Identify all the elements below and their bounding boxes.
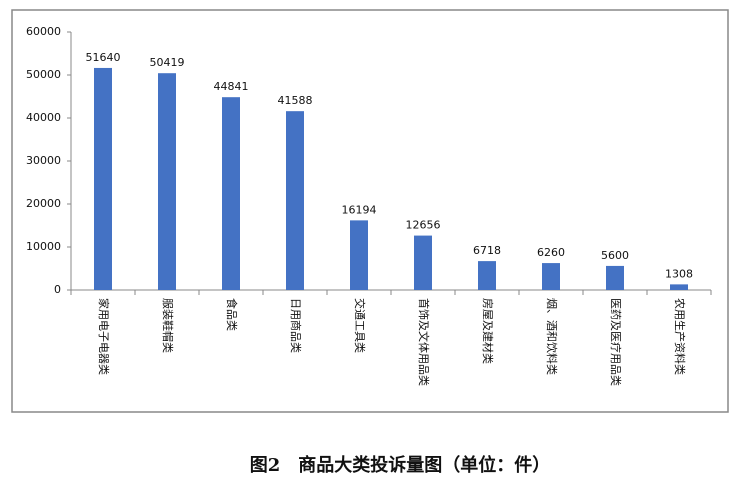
y-tick-label: 20000 [26, 197, 61, 210]
x-tick-label: 烟、酒和饮料类 [545, 298, 559, 375]
y-tick-label: 10000 [26, 240, 61, 253]
bar [222, 97, 240, 290]
x-tick-label: 家用电子电器类 [97, 298, 111, 375]
x-tick-label: 日用商品类 [289, 298, 303, 353]
y-tick-label: 30000 [26, 154, 61, 167]
value-label: 6260 [537, 246, 565, 259]
bar [94, 67, 112, 290]
chart-frame [11, 9, 729, 413]
bar [286, 111, 304, 290]
x-tick-label: 服装鞋帽类 [161, 298, 175, 353]
value-label: 44841 [214, 80, 249, 93]
value-label: 16194 [342, 203, 377, 216]
bar [542, 263, 560, 290]
bar [606, 265, 624, 290]
y-tick-label: 40000 [26, 111, 61, 124]
y-tick-label: 50000 [26, 68, 61, 81]
x-tick-label: 农用生产资料类 [673, 298, 687, 375]
x-tick-label: 首饰及文体用品类 [417, 298, 431, 386]
bar [670, 284, 688, 290]
value-label: 51640 [86, 51, 121, 64]
bar [478, 261, 496, 290]
x-tick-label: 房屋及建材类 [481, 298, 495, 364]
value-label: 1308 [665, 267, 693, 280]
x-tick-label: 医药及医疗用品类 [609, 298, 623, 386]
x-tick-label: 交通工具类 [353, 298, 367, 353]
value-label: 41588 [278, 94, 313, 107]
bar [158, 73, 176, 290]
value-label: 5600 [601, 249, 629, 262]
value-label: 12656 [406, 219, 441, 232]
y-tick-label: 60000 [26, 25, 61, 38]
value-label: 6718 [473, 244, 501, 257]
x-tick-label: 食品类 [225, 298, 239, 331]
value-label: 50419 [150, 56, 185, 69]
bar [350, 220, 368, 290]
bar [414, 235, 432, 290]
y-tick-label: 0 [54, 283, 61, 296]
chart-title: 图2 商品大类投诉量图（单位：件） [250, 454, 551, 476]
